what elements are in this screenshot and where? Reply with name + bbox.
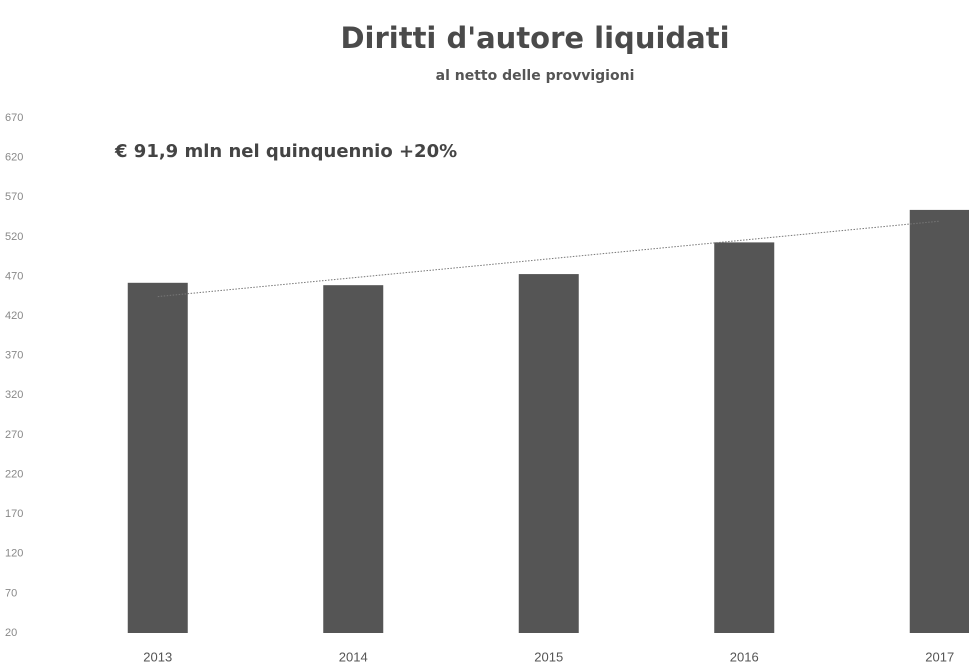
y-tick-label: 370	[5, 350, 23, 362]
x-tick-label: 2015	[534, 649, 563, 664]
bar	[714, 242, 775, 633]
y-tick-label: 570	[5, 191, 23, 203]
x-tick-label: 2017	[925, 649, 954, 664]
bar	[127, 282, 188, 633]
y-tick-label: 420	[5, 310, 23, 322]
x-tick-label: 2014	[339, 649, 368, 664]
y-tick-label: 520	[5, 231, 23, 243]
y-tick-label: 320	[5, 389, 23, 401]
y-tick-label: 70	[5, 587, 17, 599]
trend-line	[157, 220, 940, 298]
bar	[909, 209, 969, 633]
y-tick-label: 270	[5, 429, 23, 441]
annotation: € 91,9 mln nel quinquennio +20%	[114, 141, 457, 162]
bar	[518, 274, 579, 633]
bar	[323, 285, 384, 633]
y-tick-label: 470	[5, 270, 23, 282]
y-tick-label: 670	[5, 112, 23, 124]
y-tick-label: 220	[5, 468, 23, 480]
y-tick-label: 120	[5, 548, 23, 560]
chart-subtitle: al netto delle provvigioni	[436, 68, 635, 84]
y-tick-label: 20	[5, 627, 17, 639]
x-tick-label: 2013	[143, 649, 172, 664]
y-tick-label: 620	[5, 152, 23, 164]
y-tick-label: 170	[5, 508, 23, 520]
chart-title: Diritti d'autore liquidati	[340, 21, 729, 55]
x-tick-label: 2016	[730, 649, 759, 664]
